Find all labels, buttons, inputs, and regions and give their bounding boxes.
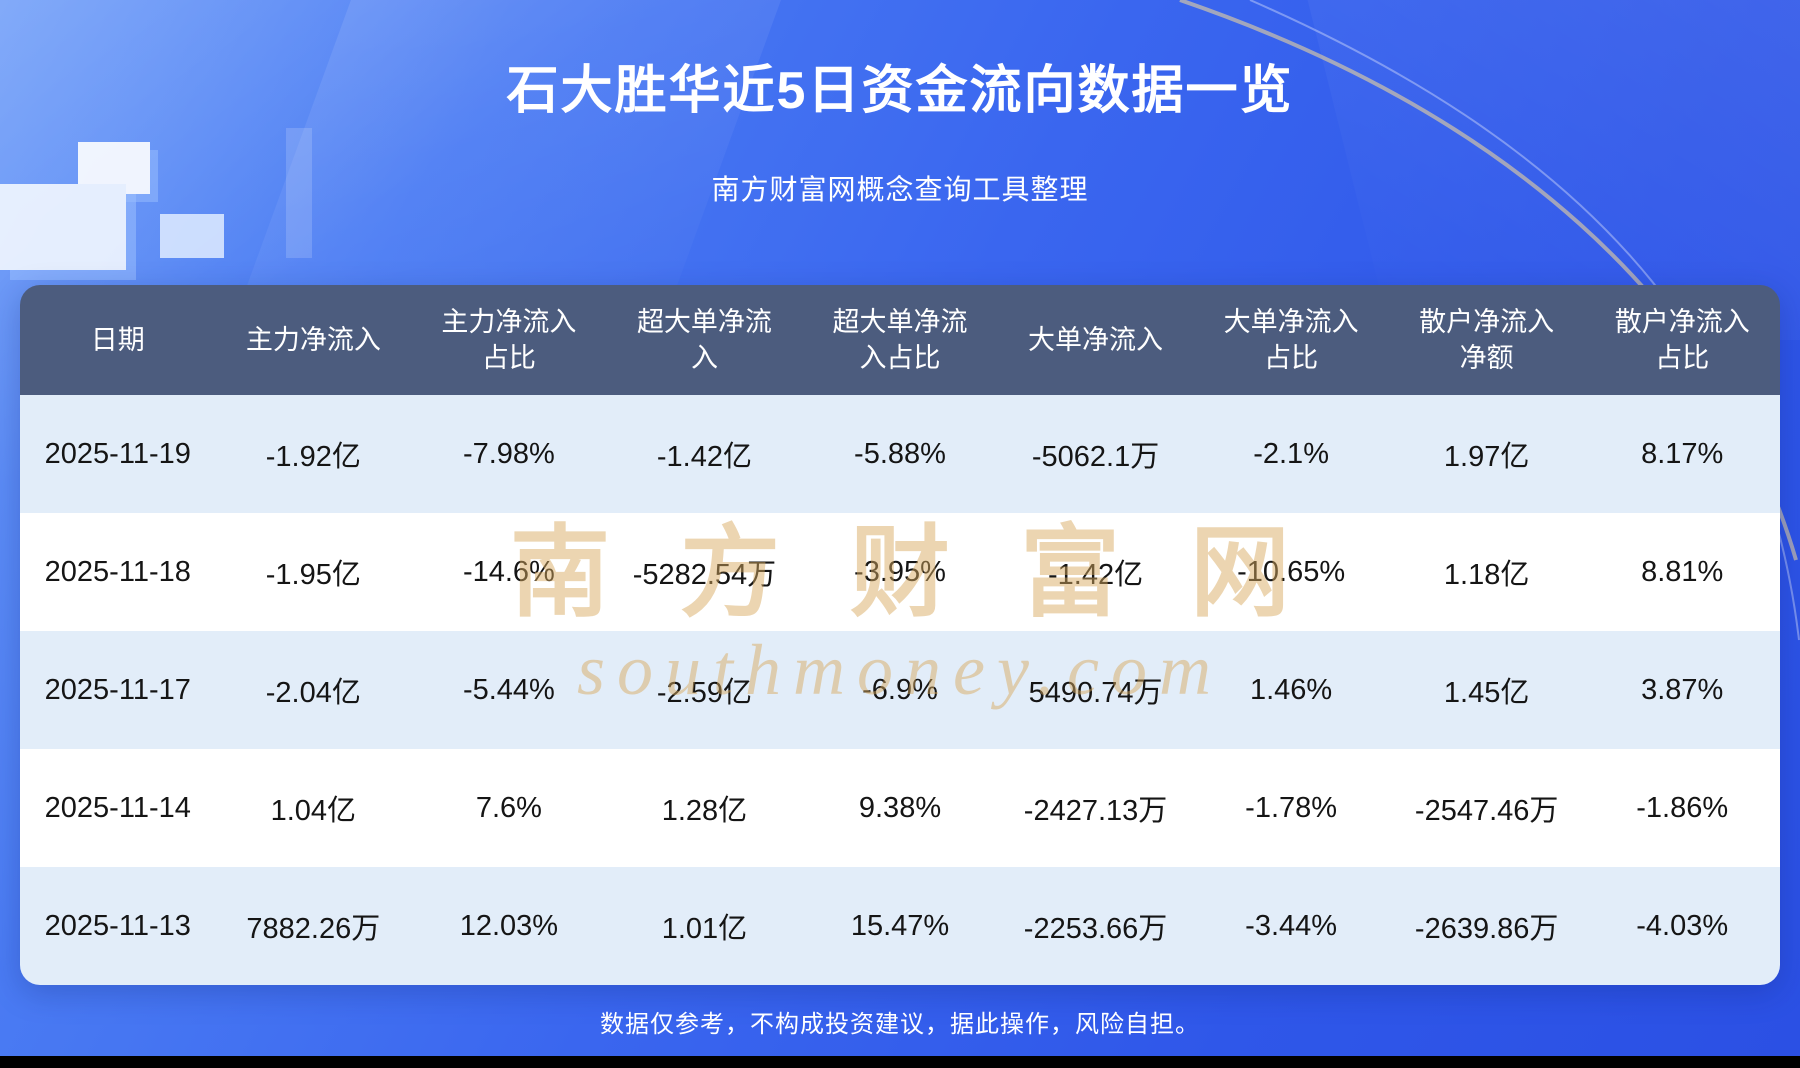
table-cell: 2025-11-14 bbox=[44, 791, 191, 824]
column-header: 散户净流入占比 bbox=[1614, 306, 1750, 373]
table-cell: -1.42亿 bbox=[656, 441, 752, 473]
table-cell: -5282.54万 bbox=[632, 559, 777, 591]
table-cell: -2253.66万 bbox=[1023, 913, 1168, 945]
table-cell: 2025-11-13 bbox=[44, 909, 191, 942]
table-cell: -7.98% bbox=[462, 437, 555, 470]
table-cell: 1.45亿 bbox=[1443, 677, 1530, 709]
table-cell: -1.92亿 bbox=[265, 441, 361, 473]
table-cell: 8.17% bbox=[1641, 437, 1724, 470]
table-cell: -10.65% bbox=[1237, 555, 1346, 588]
table-cell: -1.78% bbox=[1245, 791, 1338, 824]
column-header: 日期 bbox=[90, 324, 145, 355]
table-cell: -5.44% bbox=[462, 673, 555, 706]
table-cell: -3.95% bbox=[854, 555, 946, 588]
table-cell: -3.44% bbox=[1245, 909, 1338, 942]
column-header: 主力净流入占比 bbox=[441, 306, 577, 373]
table-cell: 7882.26万 bbox=[246, 913, 381, 945]
column-header: 大单净流入 bbox=[1028, 324, 1164, 355]
table-cell: -1.42亿 bbox=[1047, 559, 1144, 591]
page-title: 石大胜华近5日资金流向数据一览 bbox=[506, 62, 1294, 120]
bottom-bar bbox=[0, 1056, 1800, 1068]
table-cell: -5062.1万 bbox=[1031, 441, 1160, 473]
table-cell: -2427.13万 bbox=[1023, 795, 1168, 827]
table-cell: -6.9% bbox=[862, 673, 938, 706]
disclaimer: 数据仅参考，不构成投资建议，据此操作，风险自担。 bbox=[600, 1011, 1200, 1038]
table-cell: 7.6% bbox=[475, 791, 542, 824]
table-cell: 1.46% bbox=[1249, 673, 1333, 706]
table-cell: 5490.74万 bbox=[1028, 677, 1163, 709]
column-header: 主力净流入 bbox=[245, 324, 381, 355]
table-cell: -14.6% bbox=[462, 555, 555, 588]
table-cell: 15.47% bbox=[850, 909, 950, 942]
table-cell: -2639.86万 bbox=[1414, 913, 1559, 945]
table-cell: 1.97亿 bbox=[1443, 441, 1530, 473]
table-row: 2025-11-19 -1.92亿 -7.98% -1.42亿 -5.88% -… bbox=[20, 395, 1780, 513]
table-cell: -5.88% bbox=[854, 437, 946, 470]
table-cell: 12.03% bbox=[459, 909, 559, 942]
table-cell: -2.04亿 bbox=[265, 677, 361, 709]
table-row: 2025-11-14 1.04亿 7.6% 1.28亿 9.38% -2427.… bbox=[20, 749, 1780, 867]
table-cell: 2025-11-17 bbox=[44, 673, 191, 706]
table-row: 2025-11-17 -2.04亿 -5.44% -2.59亿 -6.9% 54… bbox=[20, 631, 1780, 749]
table-cell: -4.03% bbox=[1636, 909, 1729, 942]
table-cell: 9.38% bbox=[858, 791, 942, 824]
column-header: 超大单净流入 bbox=[636, 306, 772, 373]
column-header: 大单净流入占比 bbox=[1223, 306, 1359, 373]
table-cell: 2025-11-19 bbox=[44, 437, 191, 470]
column-header: 散户净流入净额 bbox=[1419, 306, 1555, 373]
table-cell: 1.04亿 bbox=[270, 795, 357, 827]
table-cell: 1.28亿 bbox=[661, 795, 748, 827]
table-row: 2025-11-13 7882.26万 12.03% 1.01亿 15.47% … bbox=[20, 867, 1780, 985]
fund-flow-table: 日期 主力净流入 主力净流入占比 超大单净流入 超大单净流入占比 大单净流入 大… bbox=[20, 285, 1780, 985]
building-block bbox=[160, 214, 224, 258]
table-cell: -2.59亿 bbox=[656, 677, 752, 709]
table-cell: -2547.46万 bbox=[1414, 795, 1559, 827]
table-cell: -1.95亿 bbox=[265, 559, 361, 591]
table-cell: 2025-11-18 bbox=[44, 555, 191, 588]
table-cell: 1.18亿 bbox=[1443, 559, 1530, 591]
building-illustration bbox=[0, 118, 312, 298]
table-header-row: 日期 主力净流入 主力净流入占比 超大单净流入 超大单净流入占比 大单净流入 大… bbox=[20, 285, 1780, 395]
table-cell: 8.81% bbox=[1641, 555, 1724, 588]
table-cell: 1.01亿 bbox=[661, 913, 748, 945]
column-header: 超大单净流入占比 bbox=[832, 306, 968, 373]
table-row: 2025-11-18 -1.95亿 -14.6% -5282.54万 -3.95… bbox=[20, 513, 1780, 631]
page-subtitle: 南方财富网概念查询工具整理 bbox=[711, 174, 1089, 205]
table-cell: -2.1% bbox=[1253, 437, 1329, 470]
table-cell: -1.86% bbox=[1636, 791, 1729, 824]
table-cell: 3.87% bbox=[1641, 673, 1724, 706]
